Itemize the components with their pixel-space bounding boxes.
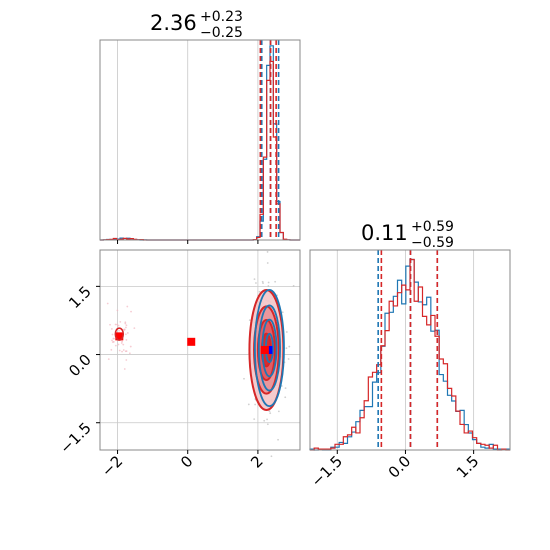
sample-point bbox=[248, 319, 251, 322]
bottom-left-contour-panel: −2 0 2 1.5 0.0 −1.5 bbox=[56, 249, 301, 480]
sample-point bbox=[247, 403, 250, 406]
sample-point bbox=[253, 418, 256, 421]
sample-point bbox=[121, 350, 123, 353]
sample-point bbox=[106, 302, 109, 305]
sample-point bbox=[285, 347, 288, 350]
sample-point bbox=[284, 396, 287, 399]
bottom-right-title-plus: +0.59 bbox=[411, 219, 454, 235]
sample-point bbox=[125, 324, 128, 327]
y-tick-label: −1.5 bbox=[56, 419, 94, 457]
sample-point bbox=[125, 350, 128, 353]
sample-point bbox=[109, 323, 111, 326]
sample-point bbox=[116, 323, 119, 326]
sample-point bbox=[111, 333, 114, 336]
sample-point bbox=[128, 352, 131, 355]
x-tick-label: −2 bbox=[98, 452, 126, 480]
sample-point bbox=[117, 343, 120, 346]
sample-point bbox=[133, 327, 136, 330]
x-tick-label: 1.5 bbox=[453, 452, 483, 482]
histogram-step bbox=[310, 258, 510, 451]
sample-point bbox=[118, 329, 120, 332]
sample-point bbox=[258, 290, 261, 293]
sample-point bbox=[281, 311, 284, 314]
sample-point bbox=[277, 410, 280, 413]
x-tick-label: −1.5 bbox=[308, 452, 346, 490]
sample-point bbox=[261, 280, 264, 283]
sample-point bbox=[114, 323, 117, 326]
bottom-right-title: 0.11 bbox=[361, 221, 408, 245]
sample-point bbox=[266, 262, 269, 264]
sample-point bbox=[114, 344, 117, 347]
sample-point bbox=[122, 328, 125, 331]
sample-point bbox=[113, 337, 115, 340]
sample-point bbox=[120, 342, 123, 344]
bottom-right-histogram-panel: −1.5 0.0 1.5 bbox=[308, 249, 511, 491]
sample-point bbox=[130, 310, 132, 313]
marker-square bbox=[187, 337, 196, 346]
axes-frame bbox=[309, 249, 511, 451]
sample-point bbox=[292, 284, 295, 287]
x-tick-label: 0 bbox=[177, 452, 196, 471]
sample-point bbox=[122, 349, 125, 351]
sample-point bbox=[117, 324, 120, 327]
sample-point bbox=[110, 328, 113, 330]
sample-point bbox=[284, 387, 287, 390]
sample-point bbox=[269, 412, 272, 415]
sample-point bbox=[124, 322, 127, 325]
sample-point bbox=[112, 340, 115, 343]
top-left-histogram-panel bbox=[99, 39, 301, 244]
bottom-right-title-minus: −0.59 bbox=[411, 235, 454, 251]
sample-point bbox=[274, 280, 277, 283]
sample-point bbox=[266, 251, 269, 253]
sample-point bbox=[268, 410, 271, 413]
sample-point bbox=[255, 282, 257, 284]
sample-point bbox=[277, 438, 279, 441]
sample-point bbox=[254, 403, 257, 406]
sample-point bbox=[262, 282, 264, 285]
sample-point bbox=[243, 377, 245, 380]
sample-point bbox=[129, 345, 132, 348]
sample-point bbox=[267, 281, 270, 284]
contour-level-red bbox=[114, 327, 125, 341]
sample-point bbox=[285, 331, 288, 333]
sample-point bbox=[116, 309, 119, 312]
top-left-title-minus: −0.25 bbox=[200, 25, 243, 41]
sample-point bbox=[110, 348, 113, 351]
sample-point bbox=[107, 358, 110, 361]
sample-point bbox=[253, 278, 256, 281]
sample-point bbox=[125, 326, 127, 329]
sample-point bbox=[126, 332, 129, 334]
sample-point bbox=[125, 359, 128, 361]
axes-frame bbox=[99, 39, 301, 241]
x-tick-label: 0.0 bbox=[385, 452, 415, 482]
contour-level-blue bbox=[257, 304, 281, 392]
sample-point bbox=[263, 419, 266, 422]
sample-point bbox=[270, 455, 273, 458]
top-left-title-plus: +0.23 bbox=[200, 9, 243, 25]
sample-point bbox=[119, 321, 122, 323]
axes-frame bbox=[99, 249, 301, 451]
sample-point bbox=[266, 418, 268, 421]
y-tick-label: 0.0 bbox=[65, 351, 95, 381]
contour-level-blue bbox=[253, 288, 285, 408]
x-tick-label: 2 bbox=[247, 452, 266, 471]
sample-point bbox=[124, 333, 127, 336]
marker-square bbox=[260, 346, 269, 354]
sample-point bbox=[266, 423, 269, 426]
sample-point bbox=[288, 345, 291, 348]
sample-point bbox=[267, 285, 270, 287]
sample-point bbox=[123, 368, 126, 370]
sample-point bbox=[118, 349, 121, 352]
sample-point bbox=[111, 339, 113, 342]
sample-point bbox=[121, 340, 123, 343]
sample-point bbox=[126, 305, 129, 308]
sample-point bbox=[287, 358, 290, 360]
sample-point bbox=[122, 343, 125, 346]
top-left-title: 2.36 bbox=[150, 11, 197, 35]
sample-point bbox=[125, 339, 128, 341]
y-tick-label: 1.5 bbox=[65, 282, 95, 312]
marker-square bbox=[115, 332, 124, 341]
